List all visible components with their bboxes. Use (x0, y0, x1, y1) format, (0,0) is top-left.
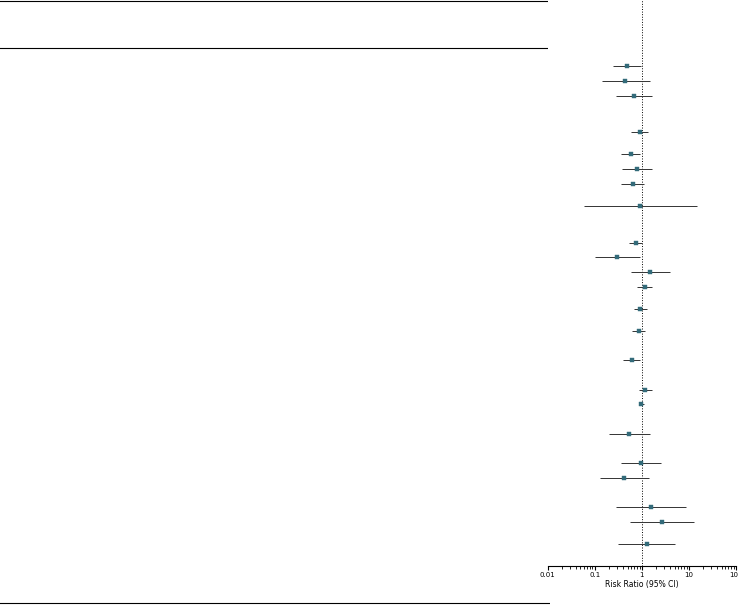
X-axis label: Risk Ratio (95% CI): Risk Ratio (95% CI) (605, 580, 678, 589)
